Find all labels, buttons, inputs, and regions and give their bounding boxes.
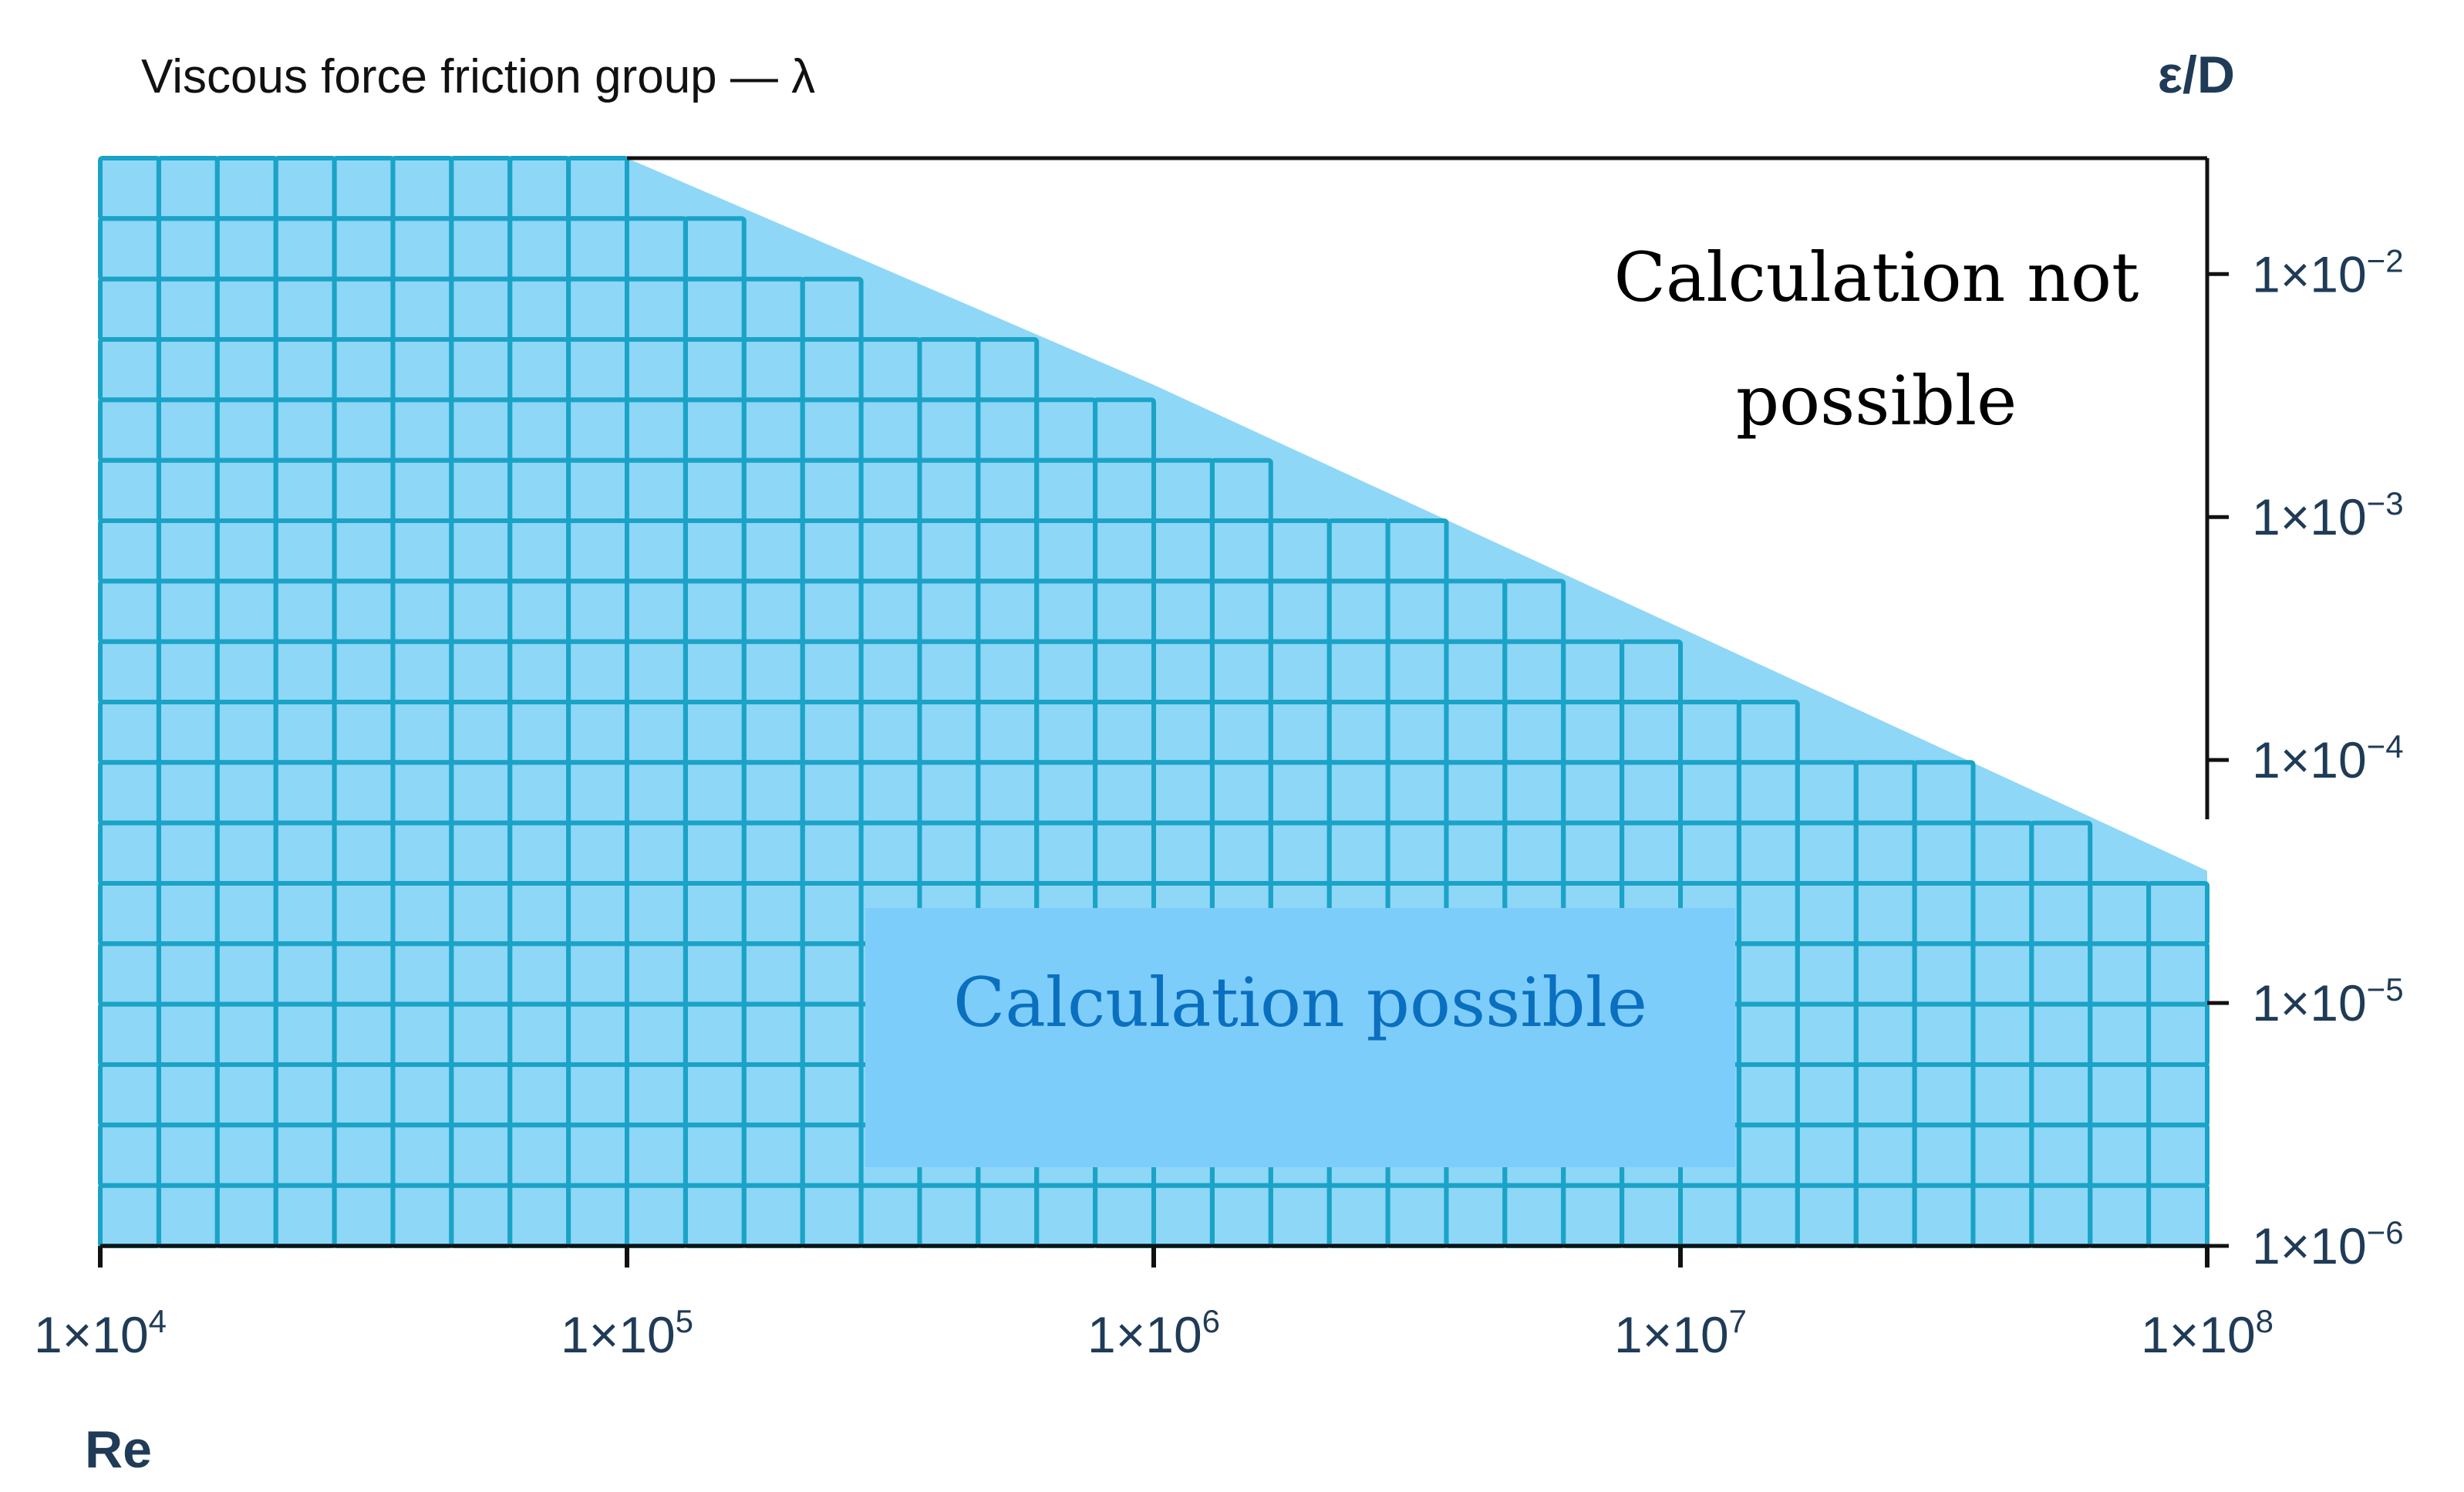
not-possible-region-label-line1: Calculation not xyxy=(1614,238,2139,317)
x-axis-label: Re xyxy=(85,1420,152,1479)
x-tick-label: 1×105 xyxy=(561,1303,693,1363)
x-tick-label: 1×104 xyxy=(34,1303,167,1363)
x-tick-label: 1×108 xyxy=(2141,1303,2274,1363)
y-tick-label: 1×10−6 xyxy=(2252,1214,2404,1274)
y-tick-label: 1×10−4 xyxy=(2252,728,2404,788)
y-axis-ticks: 1×10−2 1×10−3 1×10−4 1×10−5 1×10−6 xyxy=(2207,242,2404,1274)
x-axis-ticks: 1×104 1×105 1×106 1×107 1×108 xyxy=(34,1246,2274,1363)
x-tick-label: 1×107 xyxy=(1614,1303,1747,1363)
y-tick-label: 1×10−2 xyxy=(2252,242,2404,302)
y-tick-label: 1×10−3 xyxy=(2252,485,2404,545)
not-possible-region-label-line2: possible xyxy=(1736,361,2017,441)
y-tick-label: 1×10−5 xyxy=(2252,971,2404,1031)
x-tick-label: 1×106 xyxy=(1087,1303,1220,1363)
possible-label-box xyxy=(865,908,1735,1167)
possible-region-label: Calculation possible xyxy=(953,963,1647,1042)
chart-title: Viscous force friction group — λ xyxy=(141,50,815,103)
y-axis-label: ε/D xyxy=(2158,46,2235,104)
